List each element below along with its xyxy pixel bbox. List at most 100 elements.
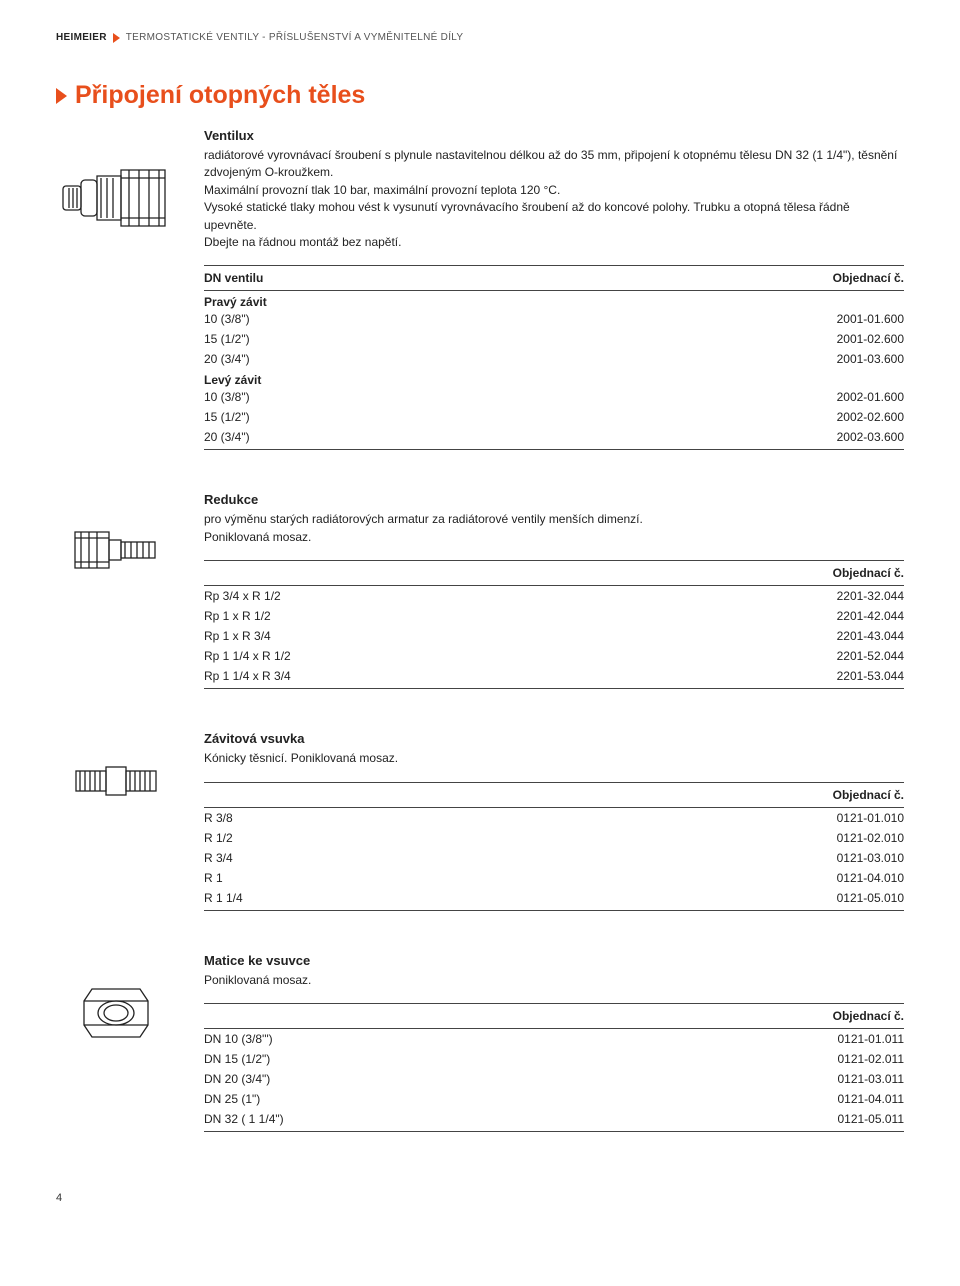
cell-left: Rp 1 x R 3/4 (204, 629, 271, 643)
cell-left: 20 (3/4") (204, 430, 250, 444)
table-row: DN 32 ( 1 1/4") 0121-05.011 (204, 1109, 904, 1132)
table-row: R 3/8 0121-01.010 (204, 808, 904, 828)
table-row: Rp 1 x R 1/2 2201-42.044 (204, 606, 904, 626)
section-title: Ventilux (204, 128, 904, 143)
cell-right: 0121-04.010 (784, 871, 904, 885)
table-row: 20 (3/4") 2002-03.600 (204, 427, 904, 450)
cell-right: 2002-01.600 (784, 390, 904, 404)
table-row: DN 20 (3/4") 0121-03.011 (204, 1069, 904, 1089)
table-row: R 1 1/4 0121-05.010 (204, 888, 904, 911)
table-header-row: Objednací č. (204, 560, 904, 586)
cell-right: 2001-02.600 (784, 332, 904, 346)
col-right: Objednací č. (784, 271, 904, 285)
nut-icon (80, 983, 152, 1043)
cell-left: Rp 3/4 x R 1/2 (204, 589, 281, 603)
cell-left: 15 (1/2") (204, 332, 250, 346)
breadcrumb-text: TERMOSTATICKÉ VENTILY - PŘÍSLUŠENSTVÍ A … (126, 32, 464, 43)
cell-left: 10 (3/8") (204, 312, 250, 326)
cell-right: 2201-52.044 (784, 649, 904, 663)
page-title: Připojení otopných těles (56, 81, 904, 110)
brand-label: HEIMEIER (56, 32, 107, 43)
reducer-icon (71, 522, 161, 578)
spec-table: Objednací č. Rp 3/4 x R 1/22201-32.044Rp… (204, 560, 904, 689)
table-row: R 1/2 0121-02.010 (204, 828, 904, 848)
spec-table: DN ventilu Objednací č. Pravý závit10 (3… (204, 265, 904, 450)
cell-right: 2001-01.600 (784, 312, 904, 326)
cell-left: 20 (3/4") (204, 352, 250, 366)
cell-left: Rp 1 1/4 x R 1/2 (204, 649, 291, 663)
section-matice: Matice ke vsuvce Poniklovaná mosaz. Obje… (56, 953, 904, 1132)
chevron-icon (113, 33, 120, 43)
cell-left: R 1/2 (204, 831, 233, 845)
spec-table: Objednací č. DN 10 (3/8'")0121-01.011DN … (204, 1003, 904, 1132)
cell-right: 2201-42.044 (784, 609, 904, 623)
cell-left: DN 32 ( 1 1/4") (204, 1112, 284, 1126)
table-row: DN 10 (3/8'") 0121-01.011 (204, 1029, 904, 1049)
cell-left: R 1 (204, 871, 223, 885)
cell-left: DN 25 (1") (204, 1092, 260, 1106)
cell-right: 0121-01.011 (784, 1032, 904, 1046)
cell-left: DN 20 (3/4") (204, 1072, 270, 1086)
table-header-row: Objednací č. (204, 1003, 904, 1029)
group-subhead: Levý závit (204, 369, 904, 387)
product-illustration (56, 128, 176, 238)
cell-left: DN 15 (1/2") (204, 1052, 270, 1066)
section-title: Matice ke vsuvce (204, 953, 904, 968)
section-description: Kónicky těsnicí. Poniklovaná mosaz. (204, 750, 904, 767)
cell-right: 0121-03.011 (784, 1072, 904, 1086)
table-row: DN 15 (1/2") 0121-02.011 (204, 1049, 904, 1069)
cell-right: 2201-32.044 (784, 589, 904, 603)
table-header-row: DN ventilu Objednací č. (204, 265, 904, 291)
section-vsuvka: Závitová vsuvka Kónicky těsnicí. Poniklo… (56, 731, 904, 910)
cell-right: 0121-05.011 (784, 1112, 904, 1126)
cell-right: 0121-02.011 (784, 1052, 904, 1066)
table-row: DN 25 (1") 0121-04.011 (204, 1089, 904, 1109)
table-row: 15 (1/2") 2002-02.600 (204, 407, 904, 427)
page-title-text: Připojení otopných těles (75, 81, 365, 110)
product-illustration (56, 731, 176, 801)
cell-right: 0121-01.010 (784, 811, 904, 825)
cell-left: R 3/8 (204, 811, 233, 825)
cell-right: 0121-04.011 (784, 1092, 904, 1106)
product-illustration (56, 492, 176, 578)
section-description: radiátorové vyrovnávací šroubení s plynu… (204, 147, 904, 251)
spec-table: Objednací č. R 3/8 0121-01.010 R 1/2 0121-0… (204, 782, 904, 911)
table-row: Rp 3/4 x R 1/2 2201-32.044 (204, 586, 904, 606)
table-row: 10 (3/8") 2001-01.600 (204, 309, 904, 329)
section-ventilux: Ventilux radiátorové vyrovnávací šrouben… (56, 128, 904, 450)
table-row: 10 (3/8") 2002-01.600 (204, 387, 904, 407)
cell-left: R 1 1/4 (204, 891, 243, 905)
product-illustration (56, 953, 176, 1043)
ventilux-icon (61, 158, 171, 238)
table-row: 20 (3/4")2001-03.600 (204, 349, 904, 369)
col-right: Objednací č. (784, 566, 904, 580)
section-description: Poniklovaná mosaz. (204, 972, 904, 989)
table-row: R 1 0121-04.010 (204, 868, 904, 888)
cell-right: 2201-53.044 (784, 669, 904, 683)
table-row: Rp 1 1/4 x R 3/4 2201-53.044 (204, 666, 904, 689)
chevron-icon (56, 88, 67, 104)
cell-right: 2002-03.600 (784, 430, 904, 444)
section-redukce: Redukce pro výměnu starých radiátorových… (56, 492, 904, 689)
page-header: HEIMEIER TERMOSTATICKÉ VENTILY - PŘÍSLUŠ… (56, 32, 904, 43)
col-right: Objednací č. (784, 788, 904, 802)
cell-left: DN 10 (3/8'") (204, 1032, 273, 1046)
cell-right: 2201-43.044 (784, 629, 904, 643)
cell-left: R 3/4 (204, 851, 233, 865)
table-header-row: Objednací č. (204, 782, 904, 808)
section-title: Závitová vsuvka (204, 731, 904, 746)
cell-right: 0121-03.010 (784, 851, 904, 865)
cell-left: Rp 1 1/4 x R 3/4 (204, 669, 291, 683)
nipple-icon (72, 761, 160, 801)
section-title: Redukce (204, 492, 904, 507)
table-row: Rp 1 1/4 x R 1/2 2201-52.044 (204, 646, 904, 666)
cell-right: 0121-02.010 (784, 831, 904, 845)
cell-right: 0121-05.010 (784, 891, 904, 905)
col-right: Objednací č. (784, 1009, 904, 1023)
cell-left: 10 (3/8") (204, 390, 250, 404)
cell-left: Rp 1 x R 1/2 (204, 609, 271, 623)
table-row: Rp 1 x R 3/4 2201-43.044 (204, 626, 904, 646)
cell-left: 15 (1/2") (204, 410, 250, 424)
cell-right: 2002-02.600 (784, 410, 904, 424)
table-row: R 3/4 0121-03.010 (204, 848, 904, 868)
